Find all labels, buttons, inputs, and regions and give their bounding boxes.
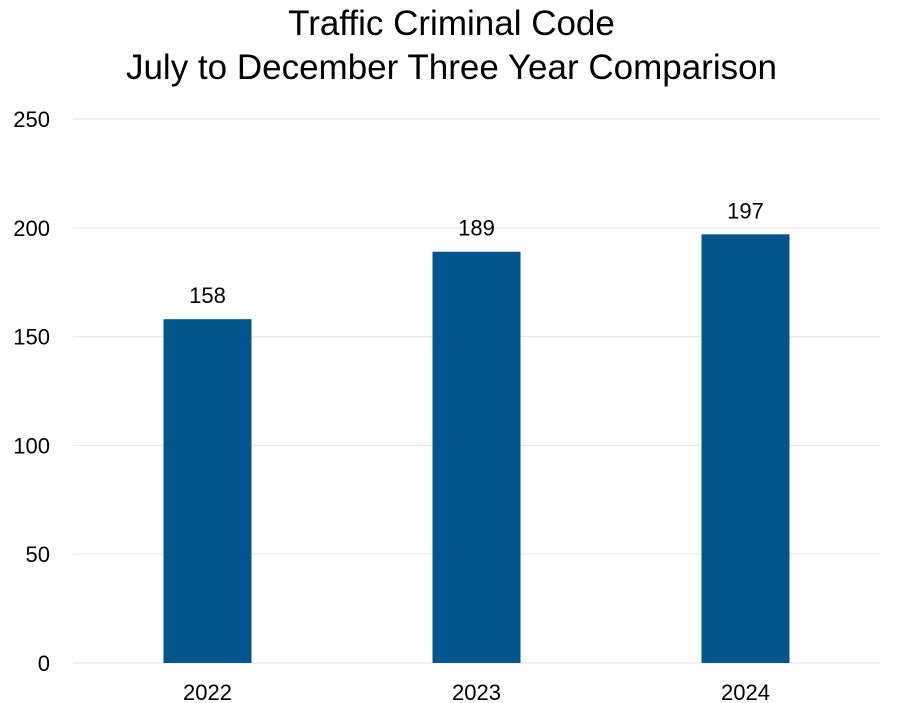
bar-2023 xyxy=(432,251,521,663)
data-labels: 158 189 197 xyxy=(189,198,764,308)
x-axis-tick-labels: 2022 2023 2024 xyxy=(183,680,770,703)
y-tick-label-0: 0 xyxy=(38,651,50,676)
chart-title-line-2: July to December Three Year Comparison xyxy=(125,48,778,87)
data-label-2022: 158 xyxy=(189,283,226,308)
y-tick-label-150: 150 xyxy=(13,325,50,350)
y-tick-label-50: 50 xyxy=(26,542,50,567)
y-tick-label-100: 100 xyxy=(13,433,50,458)
y-axis-tick-labels: 0 50 100 150 200 250 xyxy=(13,107,50,676)
x-tick-label-2024: 2024 xyxy=(721,680,770,703)
bar-2024 xyxy=(701,234,790,663)
chart-title: Traffic Criminal Code July to December T… xyxy=(0,2,903,90)
x-tick-label-2022: 2022 xyxy=(183,680,232,703)
x-tick-label-2023: 2023 xyxy=(452,680,501,703)
data-label-2024: 197 xyxy=(727,198,764,223)
chart-title-line-1: Traffic Criminal Code xyxy=(288,4,615,43)
y-tick-label-250: 250 xyxy=(13,107,50,132)
y-tick-label-200: 200 xyxy=(13,216,50,241)
data-label-2023: 189 xyxy=(458,216,495,241)
bar-2022 xyxy=(163,319,252,663)
bars xyxy=(163,234,790,663)
